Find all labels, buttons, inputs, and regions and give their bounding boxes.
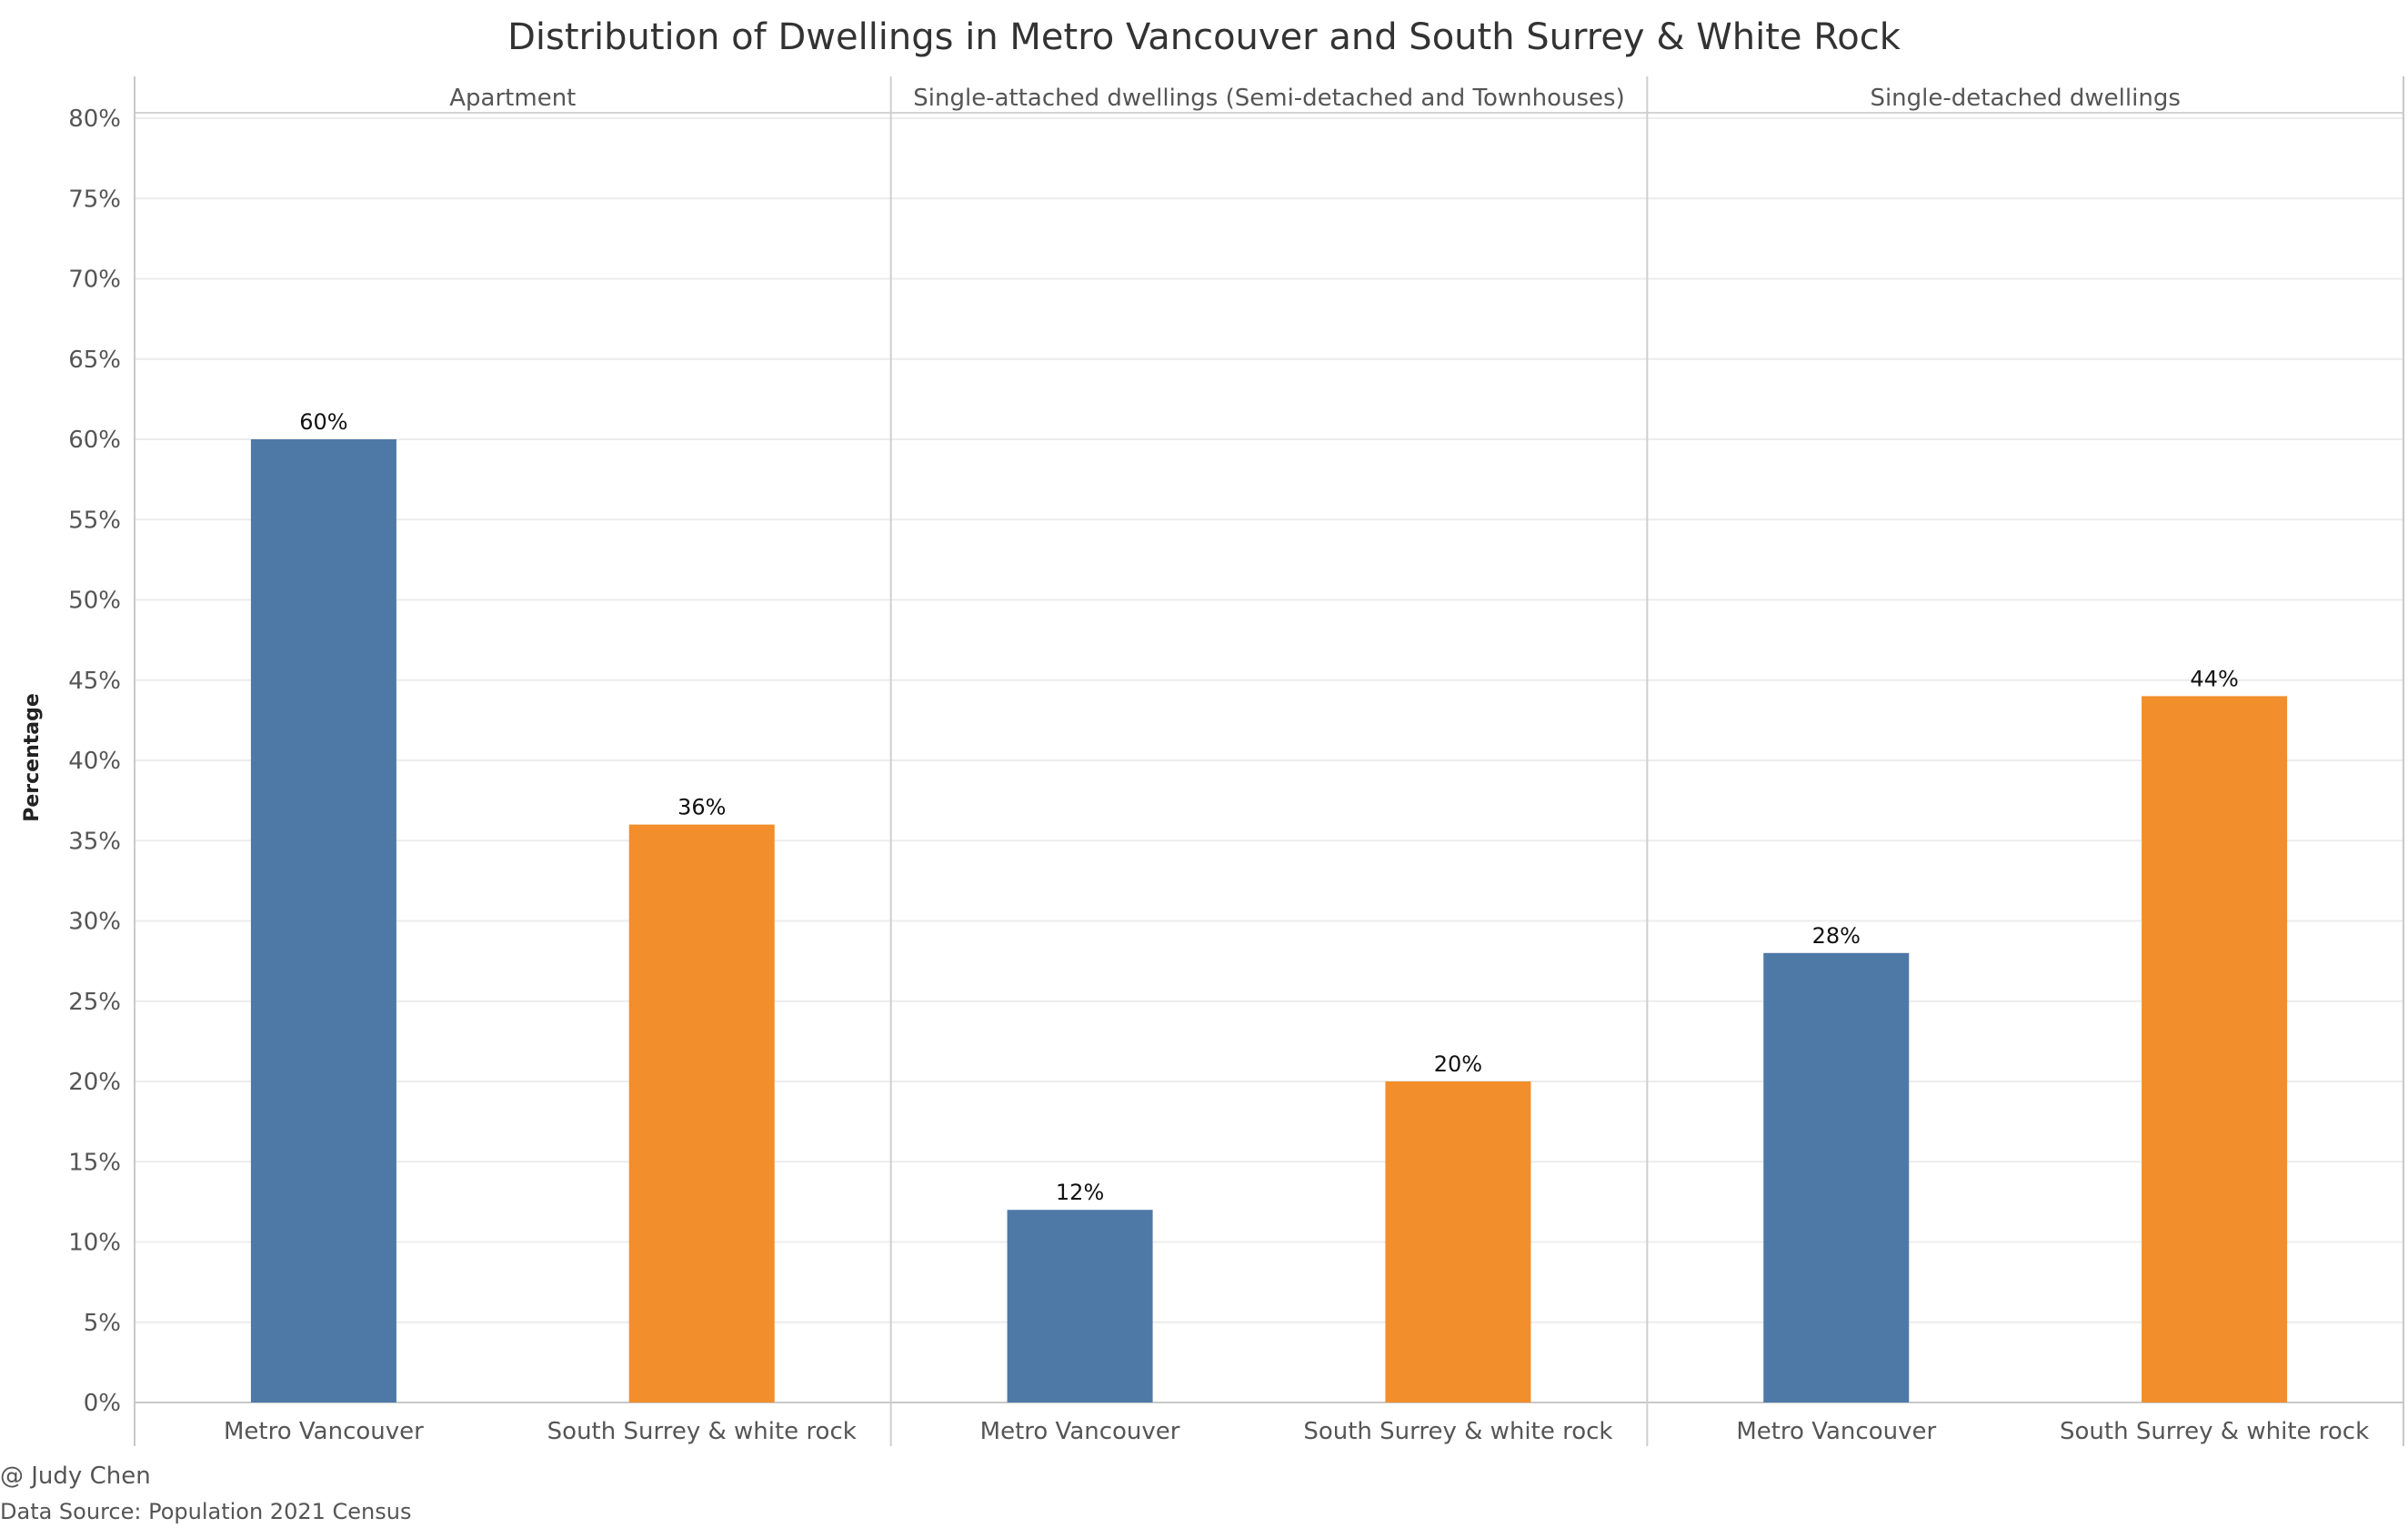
y-tick-label: 75% [68, 186, 121, 213]
bar-value-label: 36% [677, 795, 726, 820]
bar-value-label: 60% [299, 409, 347, 435]
y-tick-label: 0% [84, 1390, 121, 1417]
panel-header-label: Single-detached dwellings [1870, 85, 2180, 112]
x-category-label: South Surrey & white rock [547, 1418, 857, 1445]
y-tick-label: 70% [68, 266, 121, 294]
y-tick-label: 60% [68, 427, 121, 454]
y-tick-label: 55% [68, 507, 121, 534]
bar-value-label: 28% [1812, 923, 1861, 949]
y-tick-label: 20% [68, 1069, 121, 1096]
chart-labels: 0% 5% 10% 15% 20% 25% 30% 35% 40% 45% 50% 55% 60% 65%… [68, 85, 2369, 1445]
bar-value-label: 12% [1056, 1180, 1104, 1205]
y-tick-label: 65% [68, 347, 121, 374]
bar-value-label: 44% [2190, 666, 2238, 691]
x-category-label: Metro Vancouver [980, 1418, 1180, 1445]
x-category-label: Metro Vancouver [1736, 1418, 1936, 1445]
panel-header-label: Apartment [449, 85, 576, 112]
y-tick-label: 5% [84, 1310, 121, 1337]
bar [250, 439, 396, 1402]
y-tick-label: 40% [68, 748, 121, 775]
gridlines [135, 117, 2403, 1323]
x-category-label: South Surrey & white rock [1303, 1418, 1612, 1445]
x-category-label: South Surrey & white rock [2060, 1418, 2369, 1445]
x-category-label: Metro Vancouver [224, 1418, 424, 1445]
y-tick-label: 50% [68, 588, 121, 615]
bar [628, 824, 775, 1402]
chart-title: Distribution of Dwellings in Metro Vanco… [507, 16, 1901, 58]
y-axis-label: Percentage [21, 693, 44, 822]
bar [1385, 1081, 1531, 1402]
author-credit: @ Judy Chen [0, 1463, 151, 1490]
bar [2142, 696, 2288, 1402]
y-tick-label: 10% [68, 1230, 121, 1257]
y-tick-label: 25% [68, 989, 121, 1016]
bar-value-label: 20% [1434, 1051, 1482, 1077]
bar [1007, 1210, 1153, 1402]
data-source-note: Data Source: Population 2021 Census [0, 1499, 412, 1524]
y-tick-label: 35% [68, 828, 121, 855]
bar [1763, 952, 1910, 1402]
panel-frames [134, 76, 2404, 1446]
y-tick-label: 45% [68, 668, 121, 695]
y-tick-label: 80% [68, 106, 121, 133]
panel-header-label: Single-attached dwellings (Semi-detached… [913, 85, 1624, 112]
bars [250, 439, 2288, 1402]
y-tick-label: 30% [68, 909, 121, 936]
y-tick-label: 15% [68, 1149, 121, 1176]
